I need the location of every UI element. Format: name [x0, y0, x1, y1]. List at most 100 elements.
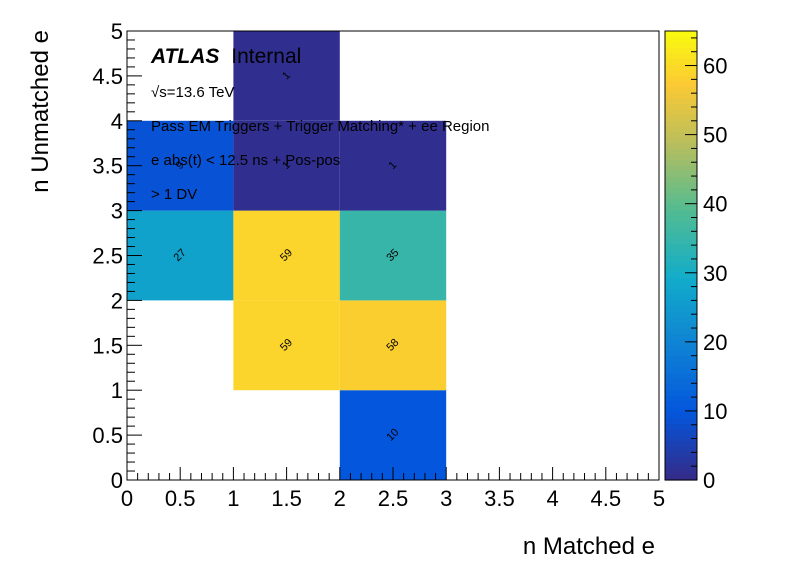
colorbar-tick-label: 30: [703, 261, 727, 286]
colorbar-segment: [665, 171, 697, 178]
colorbar-tick-label: 40: [703, 192, 727, 217]
y-axis-title: n Unmatched e: [27, 30, 54, 193]
colorbar-segment: [665, 109, 697, 116]
colorbar-segment: [665, 42, 697, 49]
colorbar-segment: [665, 384, 697, 391]
colorbar-segment: [665, 339, 697, 346]
heatmap-cell: [339, 210, 447, 301]
colorbar-segment: [665, 261, 697, 268]
x-tick-label: 3.5: [484, 486, 515, 511]
colorbar-segment: [665, 137, 697, 144]
colorbar-segment: [665, 429, 697, 436]
colorbar-segment: [665, 154, 697, 161]
atlas-suffix: Internal: [231, 45, 301, 68]
colorbar-segment: [665, 148, 697, 156]
colorbar-segment: [665, 334, 697, 341]
colorbar-segment: [665, 463, 697, 470]
colorbar-segment: [665, 457, 697, 464]
x-axis-title: n Matched e: [523, 533, 655, 560]
colorbar-segment: [665, 53, 697, 60]
colorbar-segment: [665, 233, 697, 240]
selection-line-2: e abs(t) < 12.5 ns + Pos-pos: [151, 152, 340, 169]
y-tick-label: 0: [111, 468, 123, 493]
colorbar-segment: [665, 350, 697, 358]
colorbar-segment: [665, 87, 697, 94]
atlas-label: ATLAS: [150, 45, 219, 68]
colorbar: 0 10 20 30 40 50 60: [664, 30, 727, 493]
x-tick-label: 5: [653, 486, 665, 511]
colorbar-segment: [665, 59, 697, 66]
colorbar-segment: [665, 31, 697, 38]
colorbar-segment: [665, 345, 697, 352]
x-tick-label: 0: [121, 486, 133, 511]
y-axis: 0 0.5 1 1.5 2 2.5 3 3.5 4 4.5 5: [92, 19, 142, 493]
x-tick-label: 1: [227, 486, 239, 511]
y-tick-label: 4.5: [92, 64, 123, 89]
y-tick-label: 3.5: [92, 154, 123, 179]
colorbar-segment: [665, 132, 697, 139]
y-tick-label: 4: [111, 109, 123, 134]
selection-line-3: > 1 DV: [151, 186, 197, 203]
colorbar-frame: [664, 30, 698, 481]
heatmap-cell: [127, 210, 234, 301]
annotation-block: ATLAS Internal √s=13.6 TeV Pass EM Trigg…: [150, 45, 490, 203]
colorbar-segment: [665, 474, 697, 481]
colorbar-segment: [665, 120, 697, 128]
colorbar-segment: [665, 446, 697, 453]
colorbar-segment: [665, 143, 697, 150]
colorbar-segment: [665, 390, 697, 397]
colorbar-segment: [665, 306, 697, 313]
heatmap-cell: [233, 120, 340, 211]
colorbar-segment: [665, 193, 697, 200]
colorbar-segment: [665, 362, 697, 369]
colorbar-segment: [665, 238, 697, 245]
colorbar-tick-label: 0: [703, 468, 715, 493]
colorbar-segment: [665, 81, 697, 88]
colorbar-segment: [665, 210, 697, 217]
colorbar-segment: [665, 300, 697, 307]
colorbar-segment: [665, 165, 697, 172]
colorbar-segment: [665, 75, 697, 83]
y-tick-label: 5: [111, 19, 123, 44]
colorbar-segment: [665, 204, 697, 212]
y-tick-label: 3: [111, 199, 123, 224]
colorbar-segment: [665, 378, 697, 386]
x-tick-label: 4.5: [591, 486, 622, 511]
x-axis: 0 0.5 1 1.5 2 2.5 3 3.5 4 4.5 5: [121, 467, 665, 511]
colorbar-segment: [665, 266, 697, 273]
colorbar-segment: [665, 294, 697, 301]
colorbar-segment: [665, 367, 697, 374]
colorbar-segment: [665, 103, 697, 111]
colorbar-tick-label: 60: [703, 54, 727, 79]
x-tick-label: 3: [440, 486, 452, 511]
x-tick-label: 2.5: [378, 486, 409, 511]
colorbar-segment: [665, 126, 697, 133]
x-tick-label: 0.5: [165, 486, 196, 511]
colorbar-segment: [665, 47, 697, 55]
colorbar-segment: [665, 418, 697, 425]
colorbar-segment: [665, 451, 697, 459]
colorbar-segment: [665, 356, 697, 363]
colorbar-segment: [665, 216, 697, 223]
colorbar-segment: [665, 115, 697, 122]
y-tick-label: 1.5: [92, 333, 123, 358]
colorbar-segment: [665, 272, 697, 279]
colorbar-segment: [665, 98, 697, 105]
colorbar-segment: [665, 188, 697, 195]
colorbar-segment: [665, 412, 697, 419]
colorbar-segment: [665, 401, 697, 408]
colorbar-segment: [665, 311, 697, 318]
colorbar-segment: [665, 435, 697, 442]
colorbar-segment: [665, 244, 697, 251]
heatmap-cell: [339, 390, 447, 480]
colorbar-segment: [665, 36, 697, 43]
colorbar-segment: [665, 328, 697, 335]
heatmap-cell: [233, 210, 340, 301]
colorbar-tick-label: 10: [703, 399, 727, 424]
colorbar-segment: [665, 227, 697, 234]
heatmap-cell: [127, 120, 234, 211]
y-tick-label: 1: [111, 378, 123, 403]
heatmap-cell: [339, 120, 447, 211]
y-tick-label: 2: [111, 288, 123, 313]
